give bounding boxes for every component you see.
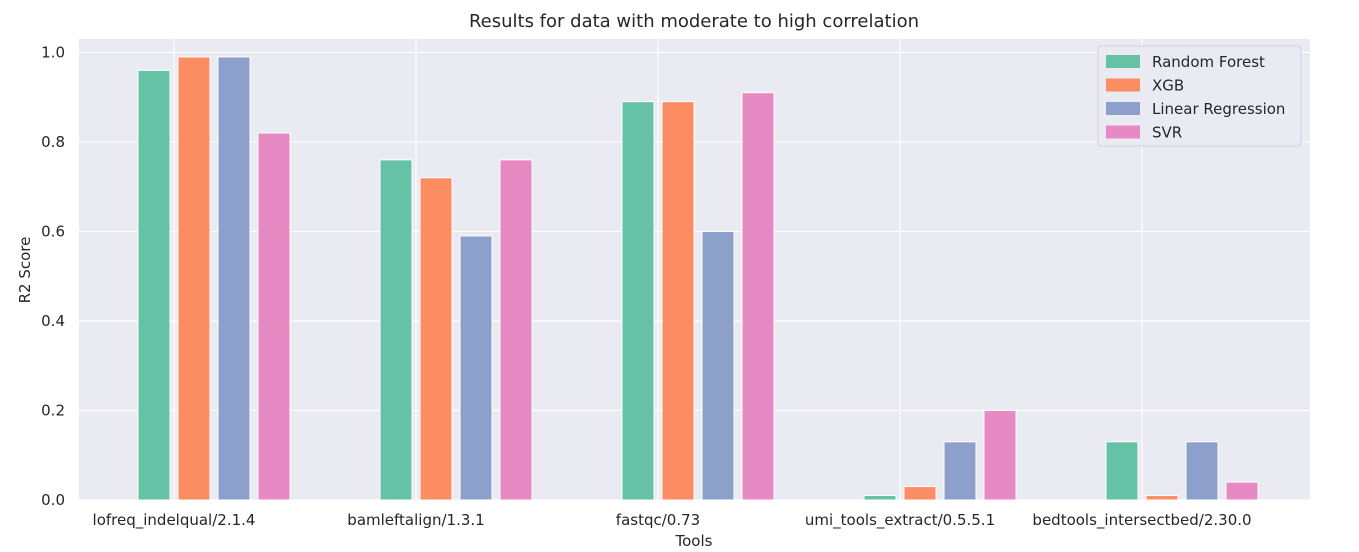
legend-label: SVR (1152, 124, 1182, 142)
bar (621, 101, 655, 501)
bar (1105, 441, 1139, 501)
bar (741, 92, 775, 501)
bars (137, 56, 1259, 501)
chart-title: Results for data with moderate to high c… (469, 11, 919, 32)
legend-swatch (1106, 102, 1140, 115)
bar (217, 56, 251, 501)
bar (459, 235, 493, 501)
legend-swatch (1106, 125, 1140, 139)
bar (177, 56, 211, 501)
legend-box (1097, 45, 1302, 147)
x-tick-label: bedtools_intersectbed/2.30.0 (1032, 511, 1251, 530)
y-tick-label: 1.0 (41, 43, 65, 61)
legend-label: Random Forest (1152, 53, 1265, 71)
x-tick-label: fastqc/0.73 (616, 511, 700, 529)
y-tick-label: 0.8 (41, 133, 65, 151)
bar (499, 159, 533, 501)
x-tick-label: umi_tools_extract/0.5.5.1 (805, 511, 995, 530)
y-axis-ticks: 0.0 0.2 0.4 0.6 0.8 1.0 (41, 43, 65, 509)
bar (903, 486, 937, 501)
bar (137, 69, 171, 501)
bar (379, 159, 413, 501)
bar (943, 441, 977, 501)
y-tick-label: 0.4 (41, 312, 65, 330)
legend-swatch (1106, 55, 1140, 68)
x-axis-label: Tools (675, 532, 713, 550)
y-tick-label: 0.6 (41, 222, 65, 240)
bar (701, 230, 735, 501)
bar (983, 409, 1017, 501)
bar (1145, 495, 1179, 501)
legend-swatch (1106, 78, 1140, 92)
y-tick-label: 0.0 (41, 491, 65, 509)
bar (257, 132, 291, 501)
bar (419, 177, 453, 501)
legend-label: XGB (1152, 77, 1184, 95)
x-tick-label: bamleftalign/1.3.1 (347, 511, 484, 529)
x-axis-ticks: lofreq_indelqual/2.1.4 bamleftalign/1.3.1… (93, 511, 1252, 530)
y-axis-label: R2 Score (16, 237, 34, 304)
bar (863, 495, 897, 501)
legend: Random Forest XGB Linear Regression SVR (1097, 45, 1302, 147)
bar (661, 101, 695, 501)
y-tick-label: 0.2 (41, 401, 65, 419)
legend-label: Linear Regression (1152, 100, 1285, 118)
bar (1225, 481, 1259, 501)
x-tick-label: lofreq_indelqual/2.1.4 (93, 511, 256, 530)
bar (1185, 441, 1219, 501)
